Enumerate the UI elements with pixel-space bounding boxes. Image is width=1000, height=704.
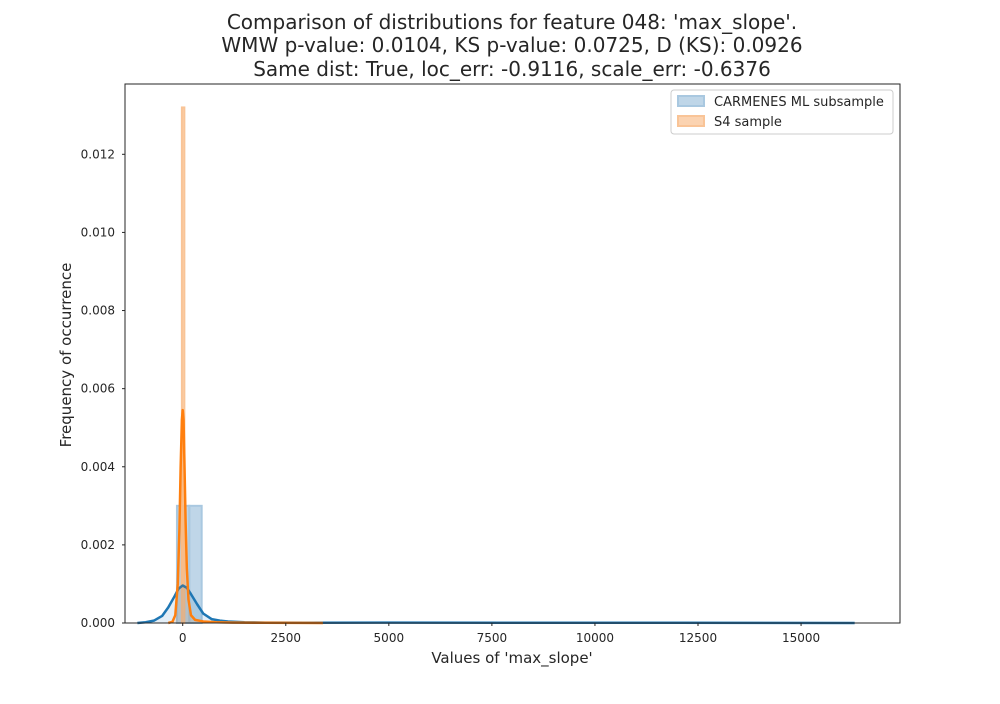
legend: CARMENES ML subsample S4 sample xyxy=(670,89,894,135)
y-axis-label: Frequency of occurrence xyxy=(57,263,75,448)
legend-entry-s4: S4 sample xyxy=(677,115,782,130)
x-tick-label: 2500 xyxy=(270,631,301,645)
kde-line-0 xyxy=(137,584,855,625)
x-tick-label: 10000 xyxy=(576,631,614,645)
y-tick-label: 0.002 xyxy=(81,538,115,552)
legend-swatch-s4 xyxy=(677,115,705,127)
chart-title-line-2: WMW p-value: 0.0104, KS p-value: 0.0725,… xyxy=(221,33,802,57)
kde-area-0 xyxy=(137,585,855,623)
x-tick-label: 0 xyxy=(179,631,187,645)
plot-frame xyxy=(124,83,901,624)
kde-line-1 xyxy=(167,408,323,625)
plot-area xyxy=(137,106,855,625)
x-axis-label: Values of 'max_slope' xyxy=(431,649,592,668)
x-tick-label: 15000 xyxy=(782,631,820,645)
y-tick-label: 0.010 xyxy=(81,225,115,239)
y-tick-label: 0.012 xyxy=(81,147,115,161)
legend-entry-carmenes: CARMENES ML subsample xyxy=(677,95,884,110)
legend-label-carmenes: CARMENES ML subsample xyxy=(714,95,884,110)
legend-box xyxy=(670,89,894,135)
chart-title: Comparison of distributions for feature … xyxy=(221,10,802,81)
x-tick-label: 12500 xyxy=(679,631,717,645)
y-tick-label: 0.006 xyxy=(81,382,115,396)
chart-title-line-1: Comparison of distributions for feature … xyxy=(227,10,797,34)
chart-title-line-3: Same dist: True, loc_err: -0.9116, scale… xyxy=(253,57,771,81)
y-axis-ticks: 0.000 0.002 0.004 0.006 0.008 0.010 0.012 xyxy=(81,147,125,630)
x-tick-label: 7500 xyxy=(477,631,508,645)
legend-swatch-carmenes xyxy=(677,95,705,107)
y-tick-label: 0.004 xyxy=(81,460,115,474)
x-tick-label: 5000 xyxy=(374,631,405,645)
y-tick-label: 0.000 xyxy=(81,616,115,630)
y-tick-label: 0.008 xyxy=(81,304,115,318)
legend-label-s4: S4 sample xyxy=(714,115,782,130)
x-axis-ticks: 0 2500 5000 7500 10000 12500 15000 xyxy=(179,623,820,645)
